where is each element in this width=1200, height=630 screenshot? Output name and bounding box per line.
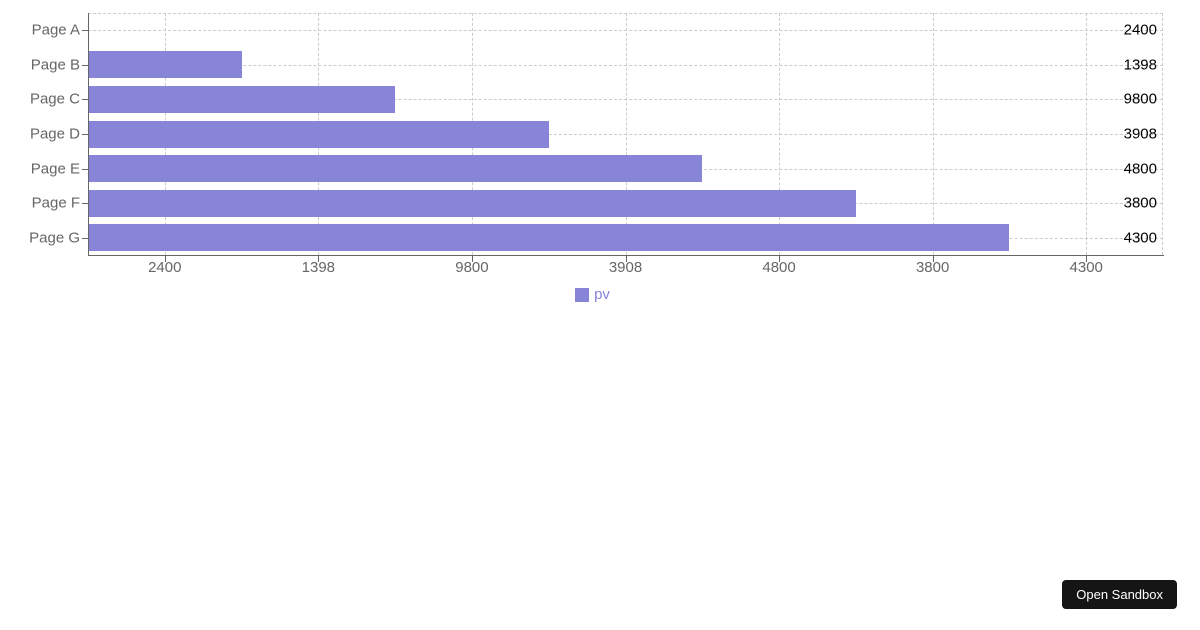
- bar[interactable]: [88, 189, 856, 217]
- y-axis-tick-mark: [82, 237, 88, 239]
- bar-value-label: 4300: [1123, 229, 1157, 247]
- y-axis-tick-mark: [82, 134, 88, 135]
- y-axis-tick-mark: [82, 203, 88, 205]
- y-axis-tick-label: Page A: [31, 21, 80, 39]
- x-axis-tick-mark: [932, 256, 934, 262]
- bar-value-label: 2400: [1123, 21, 1157, 39]
- bar[interactable]: [88, 120, 549, 148]
- y-axis: Page A Page B Page C Page D Page E Page F Page…: [0, 13, 80, 255]
- y-axis-tick-mark: [82, 64, 88, 66]
- x-axis-tick-mark: [1086, 256, 1088, 262]
- plot-area: [88, 13, 1163, 255]
- value-labels: 2400 1398 9800 3908 4800 3800 4300: [1097, 13, 1157, 255]
- bar-value-label: 3908: [1123, 125, 1157, 143]
- y-axis-tick-mark: [82, 30, 88, 32]
- gridline-vertical: [779, 13, 781, 255]
- gridline-vertical: [625, 13, 627, 255]
- y-axis-tick-label: Page G: [29, 229, 80, 247]
- open-sandbox-button[interactable]: Open Sandbox: [1062, 580, 1177, 609]
- x-axis-tick-label: 2400: [148, 259, 182, 276]
- y-axis-tick-label: Page F: [31, 194, 80, 212]
- x-axis-tick-mark: [471, 256, 473, 262]
- legend-swatch-icon: [575, 288, 590, 302]
- x-axis-tick-label: 4800: [762, 259, 796, 276]
- x-axis-tick-mark: [625, 256, 627, 262]
- y-axis-tick-mark: [82, 168, 88, 170]
- gridline-vertical: [932, 13, 934, 255]
- legend: pv: [0, 286, 1185, 304]
- bar-value-label: 3800: [1123, 194, 1157, 212]
- y-axis-tick-label: Page D: [29, 125, 80, 143]
- y-axis-tick-mark: [82, 99, 88, 101]
- bar[interactable]: [88, 85, 396, 113]
- y-axis-line: [88, 13, 89, 256]
- bar[interactable]: [88, 155, 703, 183]
- x-axis-tick-mark: [318, 256, 320, 262]
- x-axis-tick-label: 3800: [915, 259, 950, 276]
- x-axis-tick-label: 9800: [455, 259, 489, 276]
- gridline-vertical: [1086, 13, 1088, 255]
- bar-value-label: 4800: [1123, 160, 1157, 178]
- x-axis-tick-label: 3908: [608, 259, 643, 276]
- y-axis-tick-label: Page C: [29, 90, 80, 108]
- y-axis-tick-label: Page B: [30, 56, 80, 74]
- x-axis-line: [88, 255, 1164, 256]
- bar-value-label: 1398: [1123, 56, 1157, 74]
- x-axis-tick-mark: [164, 256, 166, 262]
- bar-value-label: 9800: [1123, 90, 1157, 108]
- bar[interactable]: [88, 224, 1010, 252]
- x-axis-tick-label: 1398: [301, 259, 336, 276]
- x-axis-tick-mark: [779, 256, 781, 262]
- x-axis-tick-label: 4300: [1069, 259, 1103, 276]
- y-axis-tick-label: Page E: [30, 160, 80, 178]
- bar[interactable]: [88, 51, 242, 79]
- legend-label: pv: [594, 286, 610, 303]
